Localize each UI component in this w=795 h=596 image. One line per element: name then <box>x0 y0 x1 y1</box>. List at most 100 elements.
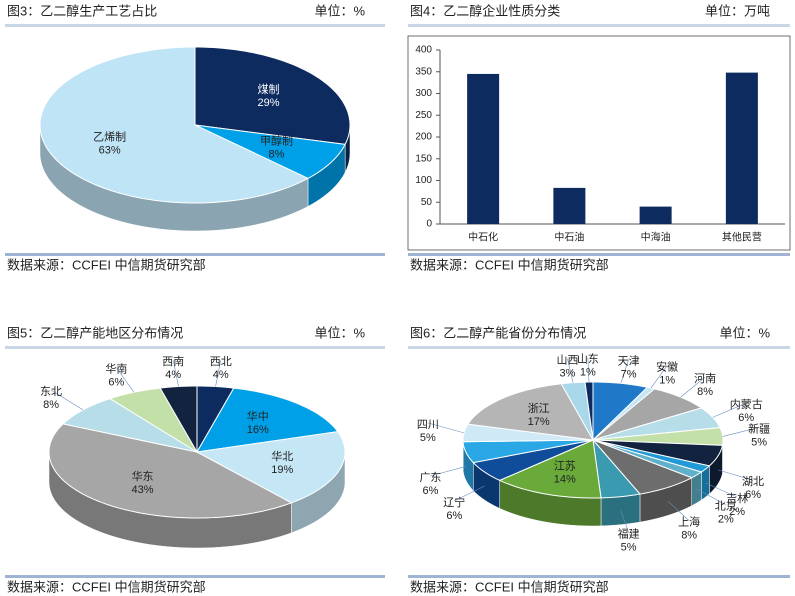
slice-value: 6% <box>745 489 761 501</box>
slice-label: 山西 <box>556 354 578 367</box>
bar <box>639 206 672 224</box>
slice-label: 西北 <box>210 355 232 368</box>
pie-slice <box>62 398 198 453</box>
pie-slice <box>194 124 346 179</box>
slice-value: 8% <box>43 399 59 411</box>
slice-label: 新疆 <box>748 421 770 435</box>
slice-label: 河南 <box>694 372 716 385</box>
slice-value: 5% <box>621 541 637 553</box>
source-note: 数据来源：CCFEI 中信期货研究部 <box>7 257 206 272</box>
slice-value: 8% <box>681 530 697 542</box>
y-tick-label: 0 <box>426 219 432 230</box>
slice-value: 14% <box>554 473 576 485</box>
slice-value: 19% <box>271 464 293 476</box>
slice-value: 1% <box>580 367 596 379</box>
chart-title: 图6：乙二醇产能省份分布情况 <box>410 325 586 340</box>
chart-title: 图5：乙二醇产能地区分布情况 <box>7 325 183 340</box>
slice-value: 6% <box>422 485 438 497</box>
pie-slice <box>39 46 310 204</box>
slice-value: 2% <box>718 514 734 526</box>
slice-label: 内蒙古 <box>730 397 763 411</box>
leader-line <box>650 365 668 389</box>
source-note: 数据来源：CCFEI 中信期货研究部 <box>410 579 609 594</box>
slice-value: 17% <box>528 416 550 428</box>
bar <box>725 72 758 225</box>
pie-slice <box>592 439 724 467</box>
unit-label: 单位：% <box>314 325 365 340</box>
slice-label: 辽宁 <box>443 495 465 509</box>
slice-label: 华南 <box>105 361 127 375</box>
leader-line <box>172 360 179 387</box>
slice-label: 江苏 <box>554 459 576 472</box>
slice-value: 5% <box>751 436 767 448</box>
footer-rule <box>5 253 385 256</box>
footer-rule <box>408 575 790 578</box>
header-rule <box>408 346 790 349</box>
leader-line <box>587 357 590 383</box>
pie-side <box>600 493 641 527</box>
unit-label: 单位：万吨 <box>705 3 770 18</box>
pie-slice <box>108 387 198 453</box>
slice-label: 煤制 <box>257 83 279 96</box>
slice-label: 华东 <box>132 469 154 483</box>
leader-line <box>430 466 467 477</box>
y-tick-label: 300 <box>415 88 432 99</box>
leader-line <box>427 422 465 434</box>
slice-label: 天津 <box>618 354 640 367</box>
y-tick-label: 250 <box>415 110 432 121</box>
header-rule <box>408 24 790 27</box>
slice-value: 2% <box>729 506 745 518</box>
pie-slice <box>498 439 602 499</box>
slice-value: 4% <box>213 369 229 381</box>
pie-slice <box>159 385 198 454</box>
pie-slice <box>584 381 594 441</box>
pie-slice <box>467 383 594 441</box>
slice-value: 8% <box>697 386 713 398</box>
leader-line <box>722 427 760 437</box>
x-tick-label: 其他民营 <box>722 231 762 244</box>
unit-label: 单位：% <box>719 325 770 340</box>
slice-label: 安徽 <box>656 359 678 373</box>
slice-label: 广东 <box>419 471 441 484</box>
leader-line <box>667 501 690 521</box>
y-tick-label: 400 <box>415 45 432 56</box>
slice-value: 6% <box>446 510 462 522</box>
leader-line <box>712 402 747 418</box>
slice-label: 甲醇制 <box>260 133 293 147</box>
footer-rule <box>408 253 790 256</box>
slice-value: 43% <box>132 484 154 496</box>
leader-line <box>705 482 738 498</box>
slice-value: 8% <box>269 148 285 160</box>
slice-label: 浙江 <box>528 402 550 415</box>
slice-label: 华中 <box>247 409 269 423</box>
pie-slice <box>462 439 594 464</box>
slice-label: 上海 <box>678 515 700 529</box>
pie-slice <box>472 439 594 481</box>
pie-slice <box>195 431 346 504</box>
slice-value: 63% <box>99 144 121 156</box>
slice-label: 东北 <box>40 385 62 398</box>
header-rule <box>5 24 385 27</box>
leader-line <box>567 358 574 383</box>
source-note: 数据来源：CCFEI 中信期货研究部 <box>410 257 609 272</box>
leader-line <box>116 367 135 393</box>
x-tick-label: 中海油 <box>641 231 671 244</box>
y-tick-label: 350 <box>415 66 432 77</box>
slice-label: 乙烯制 <box>93 130 126 143</box>
plot-frame <box>407 35 791 251</box>
slice-label: 吉林 <box>726 491 748 505</box>
slice-value: 5% <box>420 432 436 444</box>
leader-line <box>215 360 222 387</box>
pie-slice <box>592 381 649 442</box>
slice-label: 北京 <box>715 499 737 513</box>
bar <box>467 73 500 224</box>
y-tick-label: 50 <box>421 197 433 208</box>
leader-line <box>717 469 754 481</box>
slice-value: 3% <box>560 368 576 380</box>
header-rule <box>5 346 385 349</box>
bar <box>553 187 586 224</box>
x-tick-label: 中石化 <box>468 231 498 244</box>
pie-slice <box>48 423 293 519</box>
leader-line <box>680 376 706 398</box>
